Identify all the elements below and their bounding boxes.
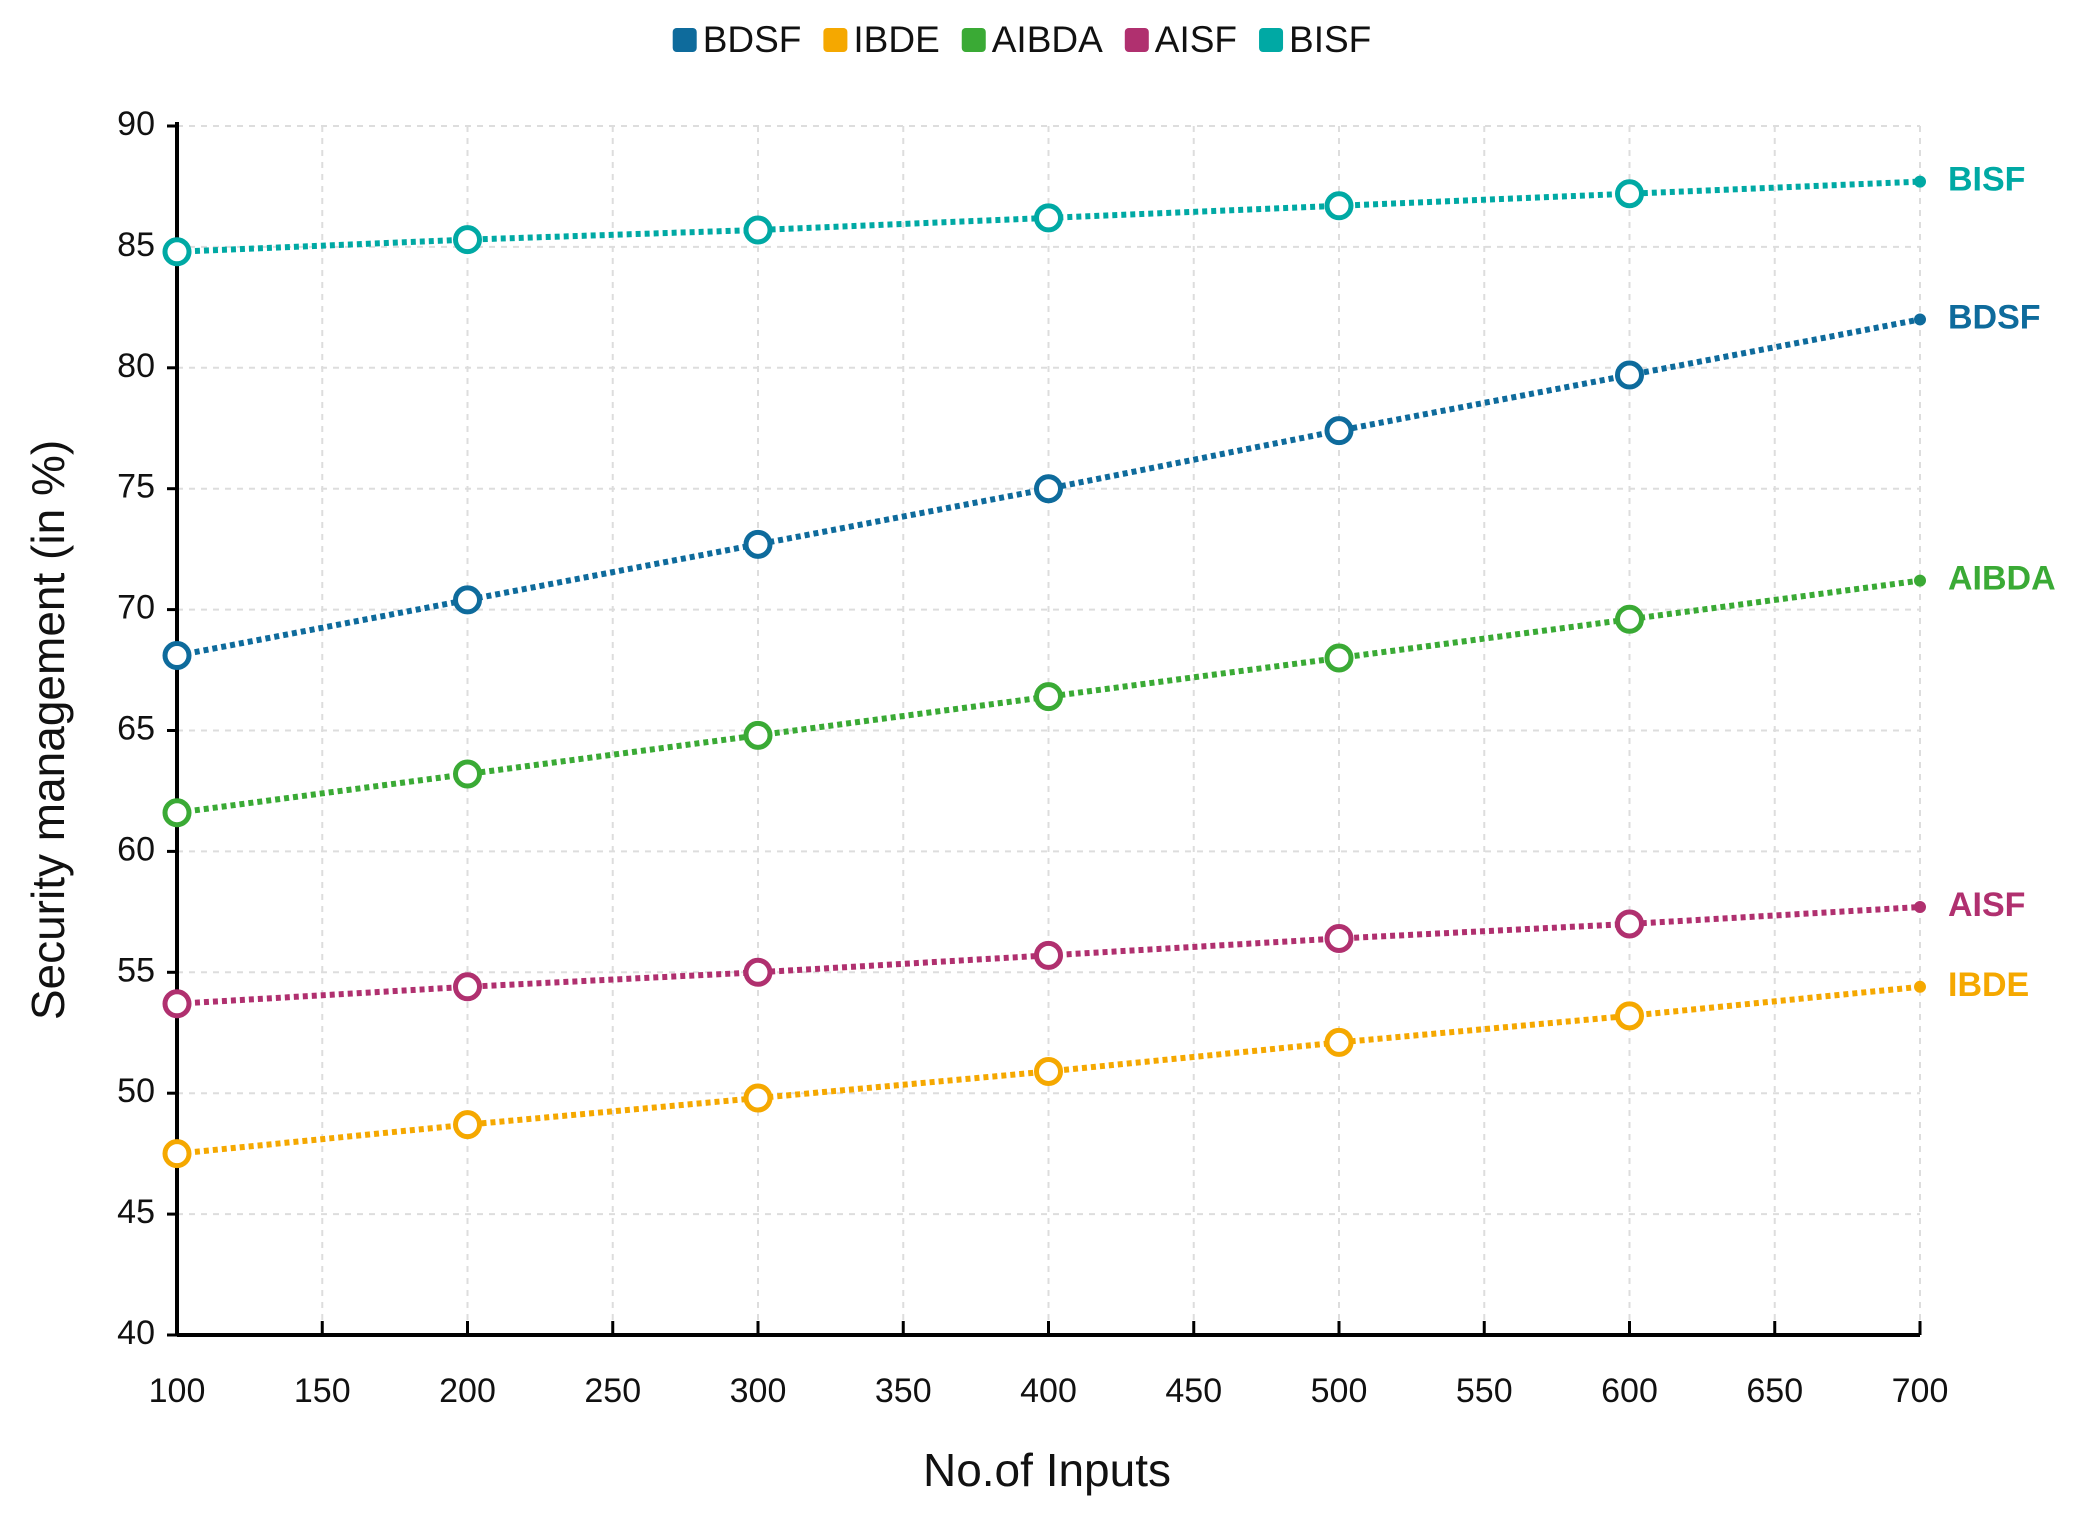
- point: [1034, 203, 1063, 233]
- point: [162, 798, 192, 828]
- point: [743, 1083, 773, 1113]
- point: [1615, 360, 1644, 390]
- y-tick-label: 50: [117, 1072, 155, 1110]
- x-tick-label: 300: [730, 1372, 787, 1410]
- x-tick-label: 200: [439, 1372, 496, 1410]
- legend-swatch: [961, 28, 986, 52]
- point: [743, 720, 773, 750]
- legend-label: BISF: [1289, 19, 1371, 60]
- point: [1615, 1001, 1644, 1031]
- y-tick-label: 85: [117, 226, 155, 264]
- end-label: AISF: [1948, 886, 2025, 924]
- point: [453, 759, 482, 789]
- x-tick-label: 350: [875, 1372, 932, 1410]
- point: [453, 972, 482, 1002]
- x-tick-label: 550: [1456, 1372, 1513, 1410]
- point: [1034, 682, 1063, 712]
- x-tick-label: 700: [1892, 1372, 1949, 1410]
- x-tick-label: 500: [1311, 1372, 1368, 1410]
- x-tick-label: 100: [149, 1372, 206, 1410]
- point: [1034, 940, 1063, 970]
- point: [453, 1110, 482, 1140]
- point: [1324, 1027, 1354, 1057]
- y-tick-label: 80: [117, 347, 155, 385]
- legend-label: AISF: [1155, 19, 1237, 60]
- point: [1034, 474, 1063, 504]
- point: [1914, 175, 1926, 188]
- y-tick-label: 40: [117, 1314, 155, 1352]
- point: [1914, 313, 1926, 326]
- point: [1615, 604, 1644, 634]
- end-label: BDSF: [1948, 298, 2041, 336]
- point: [453, 585, 482, 615]
- legend-swatch: [823, 28, 848, 52]
- point: [162, 1139, 192, 1169]
- point: [743, 957, 773, 987]
- y-tick-label: 60: [117, 830, 155, 868]
- point: [743, 215, 773, 245]
- point: [1324, 923, 1354, 953]
- end-label: AIBDA: [1948, 560, 2056, 598]
- y-tick-label: 70: [117, 589, 155, 627]
- legend-swatch: [1259, 28, 1284, 52]
- y-tick-label: 45: [117, 1193, 155, 1231]
- point: [162, 237, 192, 267]
- x-tick-label: 150: [294, 1372, 351, 1410]
- legend-label: BDSF: [703, 19, 802, 60]
- point: [453, 225, 482, 255]
- point: [1324, 416, 1354, 446]
- y-tick-label: 75: [117, 468, 155, 506]
- point: [1324, 191, 1354, 221]
- legend: BDSF IBDE AIBDA AISF BISF: [672, 19, 1371, 60]
- x-tick-label: 450: [1165, 1372, 1222, 1410]
- legend-swatch: [672, 28, 697, 52]
- point: [743, 529, 773, 559]
- point: [162, 989, 192, 1019]
- point: [1914, 980, 1926, 993]
- point: [1914, 574, 1926, 587]
- point: [1324, 643, 1354, 673]
- y-axis-title: Security management (in %): [22, 440, 74, 1020]
- point: [1034, 1056, 1063, 1086]
- point: [1914, 901, 1926, 914]
- point: [162, 641, 192, 671]
- x-tick-label: 600: [1601, 1372, 1658, 1410]
- legend-label: IBDE: [853, 19, 939, 60]
- point: [1615, 909, 1644, 939]
- y-tick-label: 90: [117, 105, 155, 143]
- legend-swatch: [1124, 28, 1149, 52]
- x-tick-label: 250: [584, 1372, 641, 1410]
- end-label: IBDE: [1948, 966, 2029, 1004]
- point: [1615, 179, 1644, 209]
- y-tick-label: 65: [117, 709, 155, 747]
- y-tick-label: 55: [117, 951, 155, 989]
- legend-label: AIBDA: [992, 19, 1103, 60]
- x-tick-label: 400: [1020, 1372, 1077, 1410]
- end-label: BISF: [1948, 161, 2025, 199]
- x-axis-title: No.of Inputs: [923, 1444, 1171, 1496]
- x-tick-label: 650: [1746, 1372, 1803, 1410]
